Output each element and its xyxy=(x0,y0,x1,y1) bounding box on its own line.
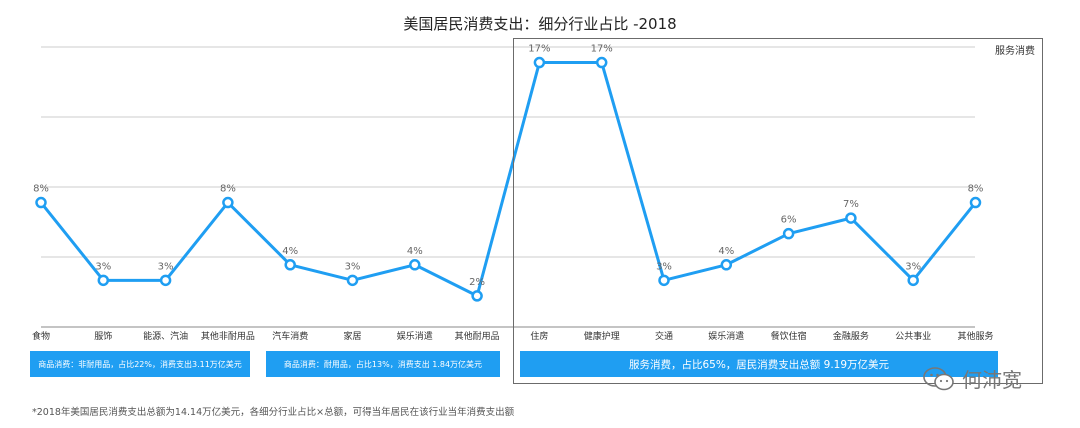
wechat-icon xyxy=(923,366,954,390)
x-tick-label: 食物 xyxy=(32,330,50,342)
value-label: 8% xyxy=(220,184,236,195)
service-consumption-box xyxy=(513,38,1043,384)
data-point xyxy=(969,196,982,209)
value-label: 3% xyxy=(656,261,672,272)
data-point xyxy=(159,274,172,287)
data-point xyxy=(409,259,421,271)
x-tick-label: 其他服务 xyxy=(957,330,993,342)
data-point xyxy=(35,196,47,209)
value-label: 4% xyxy=(282,246,298,257)
x-tick-label: 交通 xyxy=(655,330,673,342)
data-point xyxy=(720,259,733,271)
value-label: 17% xyxy=(591,44,613,55)
gridlines xyxy=(41,46,975,328)
x-tick-label: 服饰 xyxy=(94,330,112,342)
x-tick-label: 娱乐消遣 xyxy=(708,330,744,342)
value-label: 17% xyxy=(528,44,550,55)
band-services: 服务消费，占比65%，居民消费支出总额 9.19万亿美元 xyxy=(520,351,998,377)
value-label: 3% xyxy=(345,261,361,272)
value-label: 7% xyxy=(843,199,859,210)
x-tick-label: 能源、汽油 xyxy=(143,330,188,342)
band-durable-goods: 商品消费：耐用品，占比13%，消费支出 1.84万亿美元 xyxy=(266,351,500,377)
value-label: 3% xyxy=(158,261,174,272)
data-point xyxy=(533,56,546,69)
value-label: 3% xyxy=(905,261,921,272)
x-tick-label: 娱乐消遣 xyxy=(397,330,433,342)
x-tick-label: 金融服务 xyxy=(833,330,869,342)
chart-title: 美国居民消费支出：细分行业占比 -2018 xyxy=(403,15,677,33)
value-label: 8% xyxy=(33,184,49,195)
data-point xyxy=(284,259,296,271)
data-point xyxy=(845,212,857,224)
value-label: 4% xyxy=(718,246,734,257)
data-point xyxy=(907,274,919,287)
watermark: 何沛宽 xyxy=(922,364,1022,393)
series-line xyxy=(39,61,977,298)
value-label: 3% xyxy=(95,261,111,272)
x-tick-label: 其他非耐用品 xyxy=(201,330,255,342)
value-label: 8% xyxy=(968,184,984,195)
band-nondurable-goods: 商品消费：非耐用品，占比22%，消费支出3.11万亿美元 xyxy=(30,351,250,377)
points-group xyxy=(35,56,982,302)
data-point xyxy=(658,274,670,287)
service-consumption-label: 服务消费 xyxy=(995,46,1035,57)
x-tick-label: 餐饮住宿 xyxy=(771,330,807,342)
x-tick-label: 汽车消费 xyxy=(272,330,308,342)
x-tick-label: 公共事业 xyxy=(895,330,931,342)
data-point xyxy=(97,274,110,287)
data-point xyxy=(471,290,483,302)
x-tick-label: 健康护理 xyxy=(584,330,620,342)
value-labels-group: 8% 3% 3% 8% 4% 3% 4% 2% 17% 17% 3% 4% 6% 7% 3% 8% xyxy=(33,44,983,288)
data-point xyxy=(222,196,234,209)
x-tick-label: 家居 xyxy=(343,330,361,342)
data-point xyxy=(346,274,359,287)
x-tick-label: 住房 xyxy=(530,330,548,342)
data-point xyxy=(782,227,795,240)
x-labels-group: 食物 服饰 能源、汽油 其他非耐用品 汽车消费 家居 娱乐消遣 其他耐用品 住房 健康护理 交通 娱乐… xyxy=(32,330,994,342)
footnote: *2018年美国居民消费支出总额为14.14万亿美元，各细分行业占比×总额，可得… xyxy=(32,407,515,418)
data-point xyxy=(595,56,608,69)
value-label: 4% xyxy=(407,246,423,257)
x-tick-label: 其他耐用品 xyxy=(455,330,500,342)
watermark-text: 何沛宽 xyxy=(962,368,1022,392)
value-label: 6% xyxy=(781,215,797,226)
series-group xyxy=(39,61,977,298)
value-label: 2% xyxy=(469,277,485,288)
